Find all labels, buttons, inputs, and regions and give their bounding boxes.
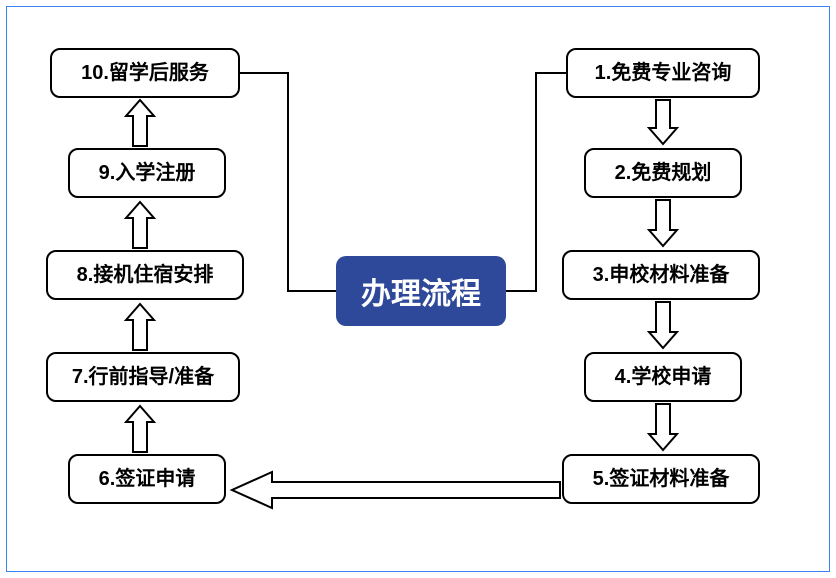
- step-node-n6: 6.签证申请: [68, 454, 226, 504]
- step-label: 5.签证材料准备: [593, 468, 730, 490]
- step-node-n8: 8.接机住宿安排: [46, 250, 244, 300]
- step-node-n3: 3.申校材料准备: [562, 250, 760, 300]
- step-label: 3.申校材料准备: [593, 264, 730, 286]
- step-label: 8.接机住宿安排: [77, 264, 214, 286]
- step-label: 1.免费专业咨询: [595, 62, 732, 84]
- step-label: 4.学校申请: [615, 366, 712, 388]
- step-label: 2.免费规划: [615, 162, 712, 184]
- step-node-n4: 4.学校申请: [584, 352, 742, 402]
- step-node-n2: 2.免费规划: [584, 148, 742, 198]
- step-node-n1: 1.免费专业咨询: [566, 48, 760, 98]
- center-label: 办理流程: [361, 269, 481, 313]
- step-label: 9.入学注册: [99, 162, 196, 184]
- step-node-n7: 7.行前指导/准备: [46, 352, 240, 402]
- step-node-n9: 9.入学注册: [68, 148, 226, 198]
- step-label: 10.留学后服务: [81, 62, 209, 84]
- step-label: 6.签证申请: [99, 468, 196, 490]
- step-label: 7.行前指导/准备: [72, 366, 214, 388]
- flowchart-canvas: 办理流程 1.免费专业咨询 2.免费规划 3.申校材料准备 4.学校申请 5.签证材料准备…: [0, 0, 836, 578]
- step-node-n5: 5.签证材料准备: [562, 454, 760, 504]
- center-node: 办理流程: [336, 256, 506, 326]
- step-node-n10: 10.留学后服务: [50, 48, 240, 98]
